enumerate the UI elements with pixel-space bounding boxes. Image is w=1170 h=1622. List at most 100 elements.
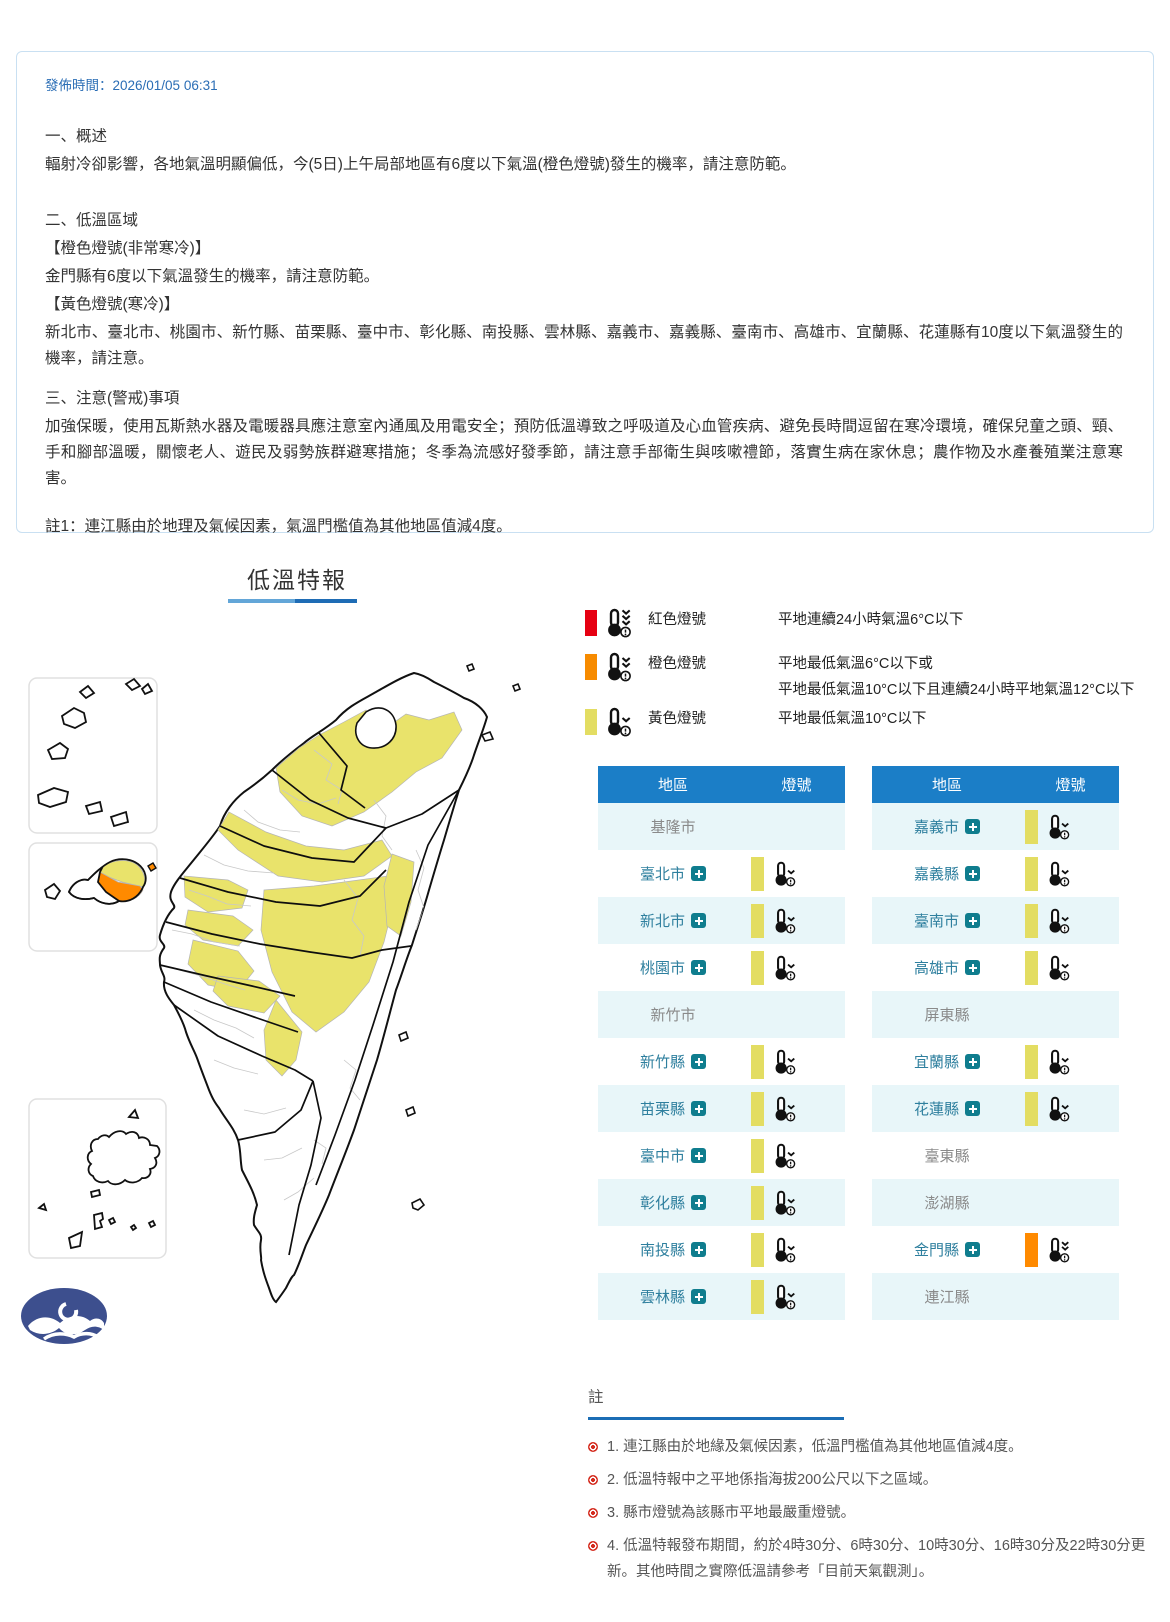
orange-signal-label: 【橙色燈號(非常寒冷)】 [45,240,211,257]
red-signal-swatch [585,610,597,636]
table-row: 花蓮縣 [872,1085,1119,1132]
region-name[interactable]: 花蓮縣 [913,1101,959,1118]
header-signal: 燈號 [1055,777,1086,794]
table-row: 彰化縣 [598,1179,845,1226]
expand-plus-icon[interactable] [691,1054,706,1069]
expand-plus-icon[interactable] [691,1148,706,1163]
legend-label: 橙色燈號 [648,656,706,672]
thermometer-icon [604,607,634,639]
note-bullet-icon [588,1442,598,1452]
expand-plus-icon[interactable] [691,1101,706,1116]
region-signal-table-left: 地區 燈號 基隆市 臺北市 新北市 桃園市 新竹市 新竹縣 苗栗縣 臺中市 彰化… [598,766,845,1320]
taipei-basin [355,707,397,749]
table-row: 屏東縣 [872,991,1119,1038]
expand-plus-icon[interactable] [965,1242,980,1257]
signal-cell [748,1138,845,1173]
inset-penghu[interactable] [28,1098,167,1259]
note-item: 1. 連江縣由於地緣及氣候因素，低溫門檻值為其他地區值減4度。 [588,1434,1153,1460]
table-row: 新北市 [598,897,845,944]
expand-plus-icon[interactable] [965,960,980,975]
table-row: 高雄市 [872,944,1119,991]
yellow-signal-regions: 新北市、臺北市、桃園市、新竹縣、苗栗縣、臺中市、彰化縣、南投縣、雲林縣、嘉義市、… [45,324,1123,367]
signal-cell [1022,1280,1119,1314]
thermometer-icon [604,706,634,738]
yellow-signal-swatch [585,709,597,735]
notes-section: 註 1. 連江縣由於地緣及氣候因素，低溫門檻值為其他地區值減4度。 2. 低溫特… [588,1385,1153,1592]
note-bullet-icon [588,1508,598,1518]
region-name[interactable]: 南投縣 [639,1242,685,1259]
expand-plus-icon[interactable] [691,1242,706,1257]
expand-plus-icon[interactable] [691,1289,706,1304]
note-item: 3. 縣市燈號為該縣市平地最嚴重燈號。 [588,1500,1153,1526]
table-row: 桃園市 [598,944,845,991]
region-name[interactable]: 雲林縣 [639,1289,685,1306]
inset-matsu[interactable] [28,677,158,834]
table-header: 地區 燈號 [598,766,845,803]
thermometer-icon [772,953,798,983]
taiwan-advisory-map[interactable] [14,640,574,1350]
header-signal: 燈號 [781,777,812,794]
signal-cell [1022,1186,1119,1220]
expand-plus-icon[interactable] [691,1195,706,1210]
thermometer-icon [1046,1047,1072,1077]
region-name[interactable]: 基隆市 [650,819,696,836]
region-name[interactable]: 臺中市 [639,1148,685,1165]
township-boundaries [171,749,425,1201]
region-name[interactable]: 彰化縣 [639,1195,685,1212]
expand-plus-icon[interactable] [691,866,706,881]
cwb-logo [21,1288,107,1344]
region-name[interactable]: 苗栗縣 [639,1101,685,1118]
section-heading-overview: 一、概述 [45,128,108,145]
orange-signal-swatch [585,654,597,680]
inset-kinmen[interactable] [28,842,158,952]
signal-swatch [751,856,764,891]
expand-plus-icon[interactable] [965,913,980,928]
region-name[interactable]: 臺北市 [639,866,685,883]
region-name[interactable]: 臺東縣 [924,1148,970,1165]
region-name[interactable]: 連江縣 [924,1289,970,1306]
region-name[interactable]: 屏東縣 [924,1007,970,1024]
signal-swatch [751,1138,764,1173]
region-name[interactable]: 新北市 [639,913,685,930]
region-name[interactable]: 澎湖縣 [924,1195,970,1212]
expand-plus-icon[interactable] [691,960,706,975]
expand-plus-icon[interactable] [965,819,980,834]
signal-swatch [751,1232,764,1267]
signal-swatch [751,903,764,938]
signal-cell [1022,998,1119,1032]
signal-cell [1022,809,1119,844]
region-name[interactable]: 新竹縣 [639,1054,685,1071]
signal-cell [748,856,845,891]
taiwan-island[interactable] [158,662,522,1304]
overview-paragraph: 輻射冷卻影響，各地氣溫明顯偏低，今(5日)上午局部地區有6度以下氣溫(橙色燈號)… [45,156,796,173]
notes-title: 註 [588,1389,604,1406]
section-heading-precautions: 三、注意(警戒)事項 [45,390,180,407]
expand-plus-icon[interactable] [691,913,706,928]
legend-desc: 平地連續24小時氣溫6°C以下 [778,612,964,628]
region-name[interactable]: 高雄市 [913,960,959,977]
expand-plus-icon[interactable] [965,866,980,881]
county-boundaries [159,732,460,1256]
region-name[interactable]: 宜蘭縣 [913,1054,959,1071]
region-name[interactable]: 嘉義市 [913,819,959,836]
region-name[interactable]: 新竹市 [650,1007,696,1024]
region-name[interactable]: 桃園市 [639,960,685,977]
expand-plus-icon[interactable] [965,1054,980,1069]
publish-time: 發佈時間：2026/01/05 06:31 [45,78,218,93]
region-name[interactable]: 嘉義縣 [913,866,959,883]
region-name[interactable]: 金門縣 [913,1242,959,1259]
signal-cell [748,810,845,844]
expand-plus-icon[interactable] [965,1101,980,1116]
advisory-text-box: 發佈時間：2026/01/05 06:31 一、概述 輻射冷卻影響，各地氣溫明顯… [16,51,1154,535]
region-name[interactable]: 臺南市 [913,913,959,930]
notes-underline [588,1417,844,1420]
thermometer-icon [772,1188,798,1218]
advisory-footnote: 註1：連江縣由於地理及氣候因素，氣溫門檻值為其他地區值減4度。 [45,518,512,535]
thermometer-icon [772,1047,798,1077]
signal-cell [748,1232,845,1267]
thermometer-icon [1046,953,1072,983]
signal-cell [748,1279,845,1314]
thermometer-icon [1046,859,1072,889]
table-row: 臺北市 [598,850,845,897]
legend-label: 紅色燈號 [648,612,706,628]
